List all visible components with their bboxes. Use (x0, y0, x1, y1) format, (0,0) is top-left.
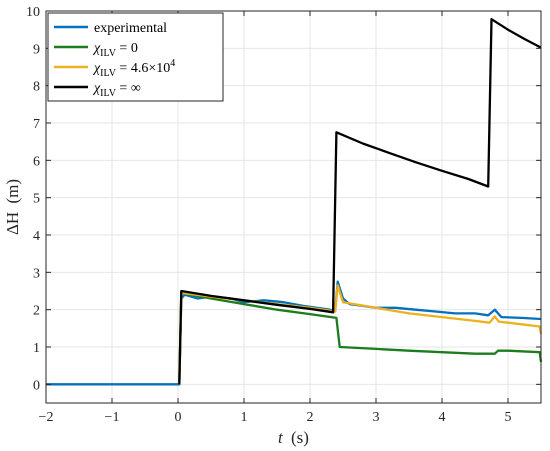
plot-frame (45, 10, 542, 404)
y-tick-label: 10 (26, 5, 40, 20)
x-tick-label: 4 (439, 410, 446, 425)
y-tick-label: 0 (33, 378, 40, 393)
y-axis-label-main: ΔH (3, 212, 22, 235)
ticks-layer: −2 −1 0 1 2 3 4 5 0 1 2 3 4 5 6 7 8 9 10 (26, 5, 541, 425)
y-tick-label: 6 (33, 154, 40, 169)
x-tick-label: −2 (39, 410, 54, 425)
y-axis-label-unit: (m) (3, 179, 22, 204)
y-tick-label: 7 (33, 117, 40, 132)
series-line-1 (178, 291, 543, 385)
x-axis-label-main: t (278, 428, 284, 447)
x-tick-label: 2 (307, 410, 314, 425)
series-layer (46, 18, 543, 386)
x-tick-label: 3 (373, 410, 380, 425)
y-tick-label: 2 (33, 304, 40, 319)
y-axis-label: ΔH (m) (3, 179, 22, 235)
legend-entry-0: experimental (94, 21, 167, 36)
y-tick-label: 4 (33, 229, 40, 244)
grid-layer (45, 10, 541, 403)
x-tick-label: 0 (175, 410, 182, 425)
y-tick-label: 8 (33, 80, 40, 95)
y-tick-label: 5 (33, 192, 40, 207)
series-line-0 (46, 280, 542, 386)
x-axis-label-unit: (s) (291, 428, 309, 447)
series-line-3 (178, 18, 542, 385)
x-tick-label: 1 (241, 410, 248, 425)
x-tick-label: −1 (105, 410, 120, 425)
y-tick-label: 9 (33, 42, 40, 57)
series-line-2 (178, 284, 543, 385)
x-axis-label: t (s) (278, 428, 309, 447)
y-tick-label: 1 (33, 341, 40, 356)
y-tick-label: 3 (33, 266, 40, 281)
legend-entry-1: χILV = 0 (92, 41, 138, 59)
x-tick-label: 5 (505, 410, 512, 425)
legend-entry-3: χILV = ∞ (92, 81, 141, 99)
legend-entry-2: χILV = 4.6×104 (92, 58, 175, 79)
